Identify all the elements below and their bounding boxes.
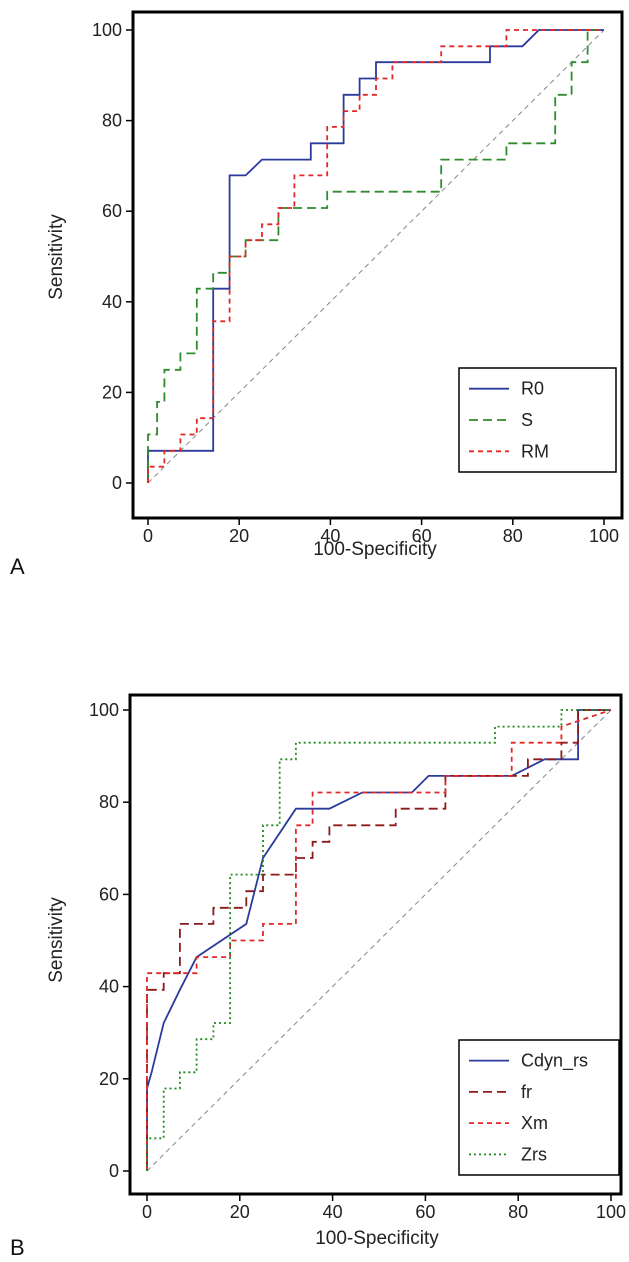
panel-label: B	[10, 1235, 25, 1260]
legend-box	[458, 1039, 620, 1176]
x-tick-label: 60	[412, 526, 432, 546]
legend-label: Xm	[521, 1113, 548, 1133]
legend-label: fr	[521, 1082, 532, 1102]
chart-panel-A: 0 20 40 60 80 100 0 20 40 60 80 100 100-Specificity S…	[10, 10, 624, 579]
series-line-r0	[147, 29, 604, 483]
x-tick-label: 40	[320, 526, 340, 546]
y-axis-label: Sensitivity	[46, 214, 67, 300]
y-tick-label: 100	[92, 20, 122, 40]
x-tick-label: 0	[142, 1202, 152, 1222]
x-tick-label: 80	[508, 1202, 528, 1222]
x-tick-label: 60	[415, 1202, 435, 1222]
legend-label: R0	[521, 379, 544, 399]
series-line-xm	[146, 709, 612, 1171]
legend-label: S	[521, 410, 533, 430]
y-tick-label: 60	[102, 201, 122, 221]
x-tick-label: 100	[589, 526, 619, 546]
legend-label: RM	[521, 441, 549, 461]
y-tick-label: 80	[99, 792, 119, 812]
x-tick-label: 20	[230, 1202, 250, 1222]
x-tick-label: 80	[503, 526, 523, 546]
series-line-zrs	[146, 709, 611, 1171]
diagonal-reference-line	[146, 709, 612, 1172]
y-tick-label: 100	[89, 700, 119, 720]
y-tick-label: 0	[109, 1161, 119, 1181]
x-tick-label: 100	[596, 1202, 626, 1222]
y-tick-label: 20	[99, 1069, 119, 1089]
x-tick-label: 20	[229, 526, 249, 546]
y-tick-label: 0	[112, 473, 122, 493]
y-tick-label: 40	[99, 977, 119, 997]
legend-label: Cdyn_rs	[521, 1051, 588, 1072]
series-line-fr	[146, 709, 611, 1171]
y-tick-label: 60	[99, 884, 119, 904]
series-line-rm	[147, 29, 604, 483]
y-tick-label: 20	[102, 382, 122, 402]
y-tick-label: 40	[102, 292, 122, 312]
x-tick-label: 0	[143, 526, 153, 546]
diagonal-reference-line	[147, 29, 605, 484]
y-axis-label: Sensitivity	[46, 897, 67, 983]
x-axis-label: 100-Specificity	[313, 539, 437, 560]
x-axis-label: 100-Specificity	[315, 1228, 439, 1249]
chart-panel-B: 0 20 40 60 80 100 0 20 40 60 80 100 100-Specificity S…	[10, 693, 626, 1260]
series-line-s	[147, 29, 604, 483]
legend: R0 S RM	[458, 367, 617, 473]
y-tick-label: 80	[102, 111, 122, 131]
panel-label: A	[10, 554, 25, 579]
legend-label: Zrs	[521, 1144, 547, 1164]
x-tick-label: 40	[323, 1202, 343, 1222]
